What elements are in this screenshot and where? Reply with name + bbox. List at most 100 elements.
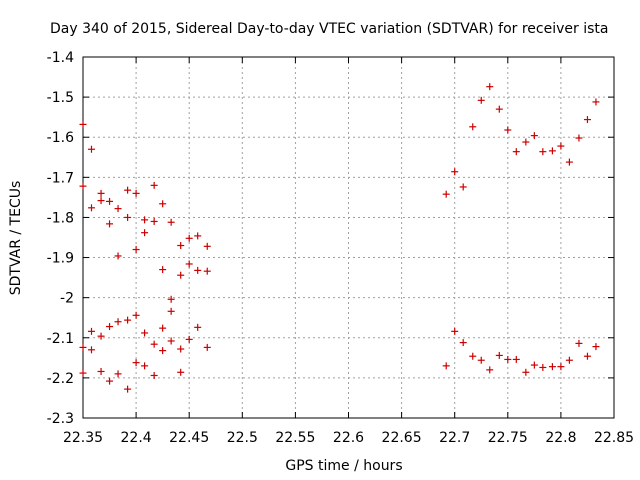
data-point — [124, 213, 132, 221]
data-point — [167, 337, 175, 345]
x-tick-labels: 22.35 22.4 22.45 22.5 22.55 22.6 22.65 22.7 22.7… — [63, 430, 634, 446]
data-point — [79, 120, 87, 128]
data-point — [495, 351, 503, 359]
data-point — [167, 307, 175, 315]
data-point — [177, 242, 185, 250]
data-point — [114, 205, 122, 213]
x-tick-label: 22.65 — [382, 430, 422, 446]
data-point — [159, 266, 167, 274]
y-tick-label: -1.7 — [47, 170, 74, 186]
x-tick-label: 22.55 — [275, 430, 315, 446]
data-point — [548, 363, 556, 371]
data-point — [557, 363, 565, 371]
y-tick-label: -2.2 — [47, 371, 74, 387]
data-point — [97, 197, 105, 205]
data-point — [167, 218, 175, 226]
data-point — [97, 367, 105, 375]
data-point — [592, 98, 600, 106]
data-point — [442, 190, 450, 198]
y-tick-label: -2 — [60, 291, 74, 307]
data-point — [522, 138, 530, 146]
data-point — [469, 352, 477, 360]
data-point — [132, 189, 140, 197]
x-tick-label: 22.7 — [439, 430, 470, 446]
data-point — [469, 123, 477, 131]
data-point — [486, 366, 494, 374]
y-tick-label: -2.3 — [47, 411, 74, 427]
y-tick-label: -1.9 — [47, 251, 74, 267]
x-axis-label: GPS time / hours — [285, 458, 402, 474]
chart-title: Day 340 of 2015, Sidereal Day-to-day VTE… — [50, 21, 608, 37]
data-point — [114, 370, 122, 378]
x-tick-label: 22.8 — [545, 430, 576, 446]
data-point — [451, 168, 459, 176]
data-point — [539, 148, 547, 156]
data-point — [141, 329, 149, 337]
data-point — [451, 327, 459, 335]
data-points — [79, 83, 600, 393]
data-point — [159, 324, 167, 332]
data-point — [477, 356, 485, 364]
x-tick-label: 22.5 — [227, 430, 258, 446]
data-point — [194, 232, 202, 240]
data-point — [150, 181, 158, 189]
data-point — [512, 355, 520, 363]
data-point — [124, 385, 132, 393]
data-point — [124, 186, 132, 194]
data-point — [185, 234, 193, 242]
data-point — [97, 332, 105, 340]
data-point — [124, 316, 132, 324]
data-point — [159, 347, 167, 355]
data-point — [504, 355, 512, 363]
data-point — [132, 311, 140, 319]
data-point — [79, 369, 87, 377]
data-point — [530, 361, 538, 369]
data-point — [159, 200, 167, 208]
data-point — [504, 126, 512, 134]
data-point — [203, 242, 211, 250]
data-point — [79, 182, 87, 190]
data-point — [97, 189, 105, 197]
data-point — [486, 83, 494, 91]
data-point — [477, 96, 485, 104]
data-point — [203, 267, 211, 275]
data-point — [87, 204, 95, 212]
data-point — [141, 229, 149, 237]
data-point — [185, 335, 193, 343]
data-point — [150, 371, 158, 379]
data-point — [177, 271, 185, 279]
data-point — [79, 343, 87, 351]
y-tick-label: -1.8 — [47, 210, 74, 226]
data-point — [87, 327, 95, 335]
data-point — [459, 183, 467, 191]
data-point — [575, 134, 583, 142]
data-point — [583, 116, 591, 124]
data-point — [203, 343, 211, 351]
x-tick-label: 22.4 — [121, 430, 152, 446]
data-point — [106, 377, 114, 385]
y-tick-label: -2.1 — [47, 331, 74, 347]
data-point — [87, 346, 95, 354]
data-point — [177, 368, 185, 376]
data-point — [194, 323, 202, 331]
x-tick-label: 22.35 — [63, 430, 103, 446]
data-point — [106, 220, 114, 228]
data-point — [177, 345, 185, 353]
data-point — [512, 148, 520, 156]
data-point — [106, 323, 114, 331]
data-point — [194, 266, 202, 274]
tick-layer — [82, 56, 615, 419]
data-point — [548, 147, 556, 155]
data-point — [557, 142, 565, 150]
data-point — [522, 368, 530, 376]
data-point — [114, 252, 122, 260]
data-point — [565, 356, 573, 364]
x-tick-label: 22.75 — [488, 430, 528, 446]
data-point — [132, 246, 140, 254]
y-tick-labels: -1.4 -1.5 -1.6 -1.7 -1.8 -1.9 -2 -2.1 -2.2 -2.3 — [47, 50, 74, 427]
x-tick-label: 22.6 — [333, 430, 364, 446]
data-point — [106, 197, 114, 205]
data-point — [150, 340, 158, 348]
data-point — [539, 363, 547, 371]
